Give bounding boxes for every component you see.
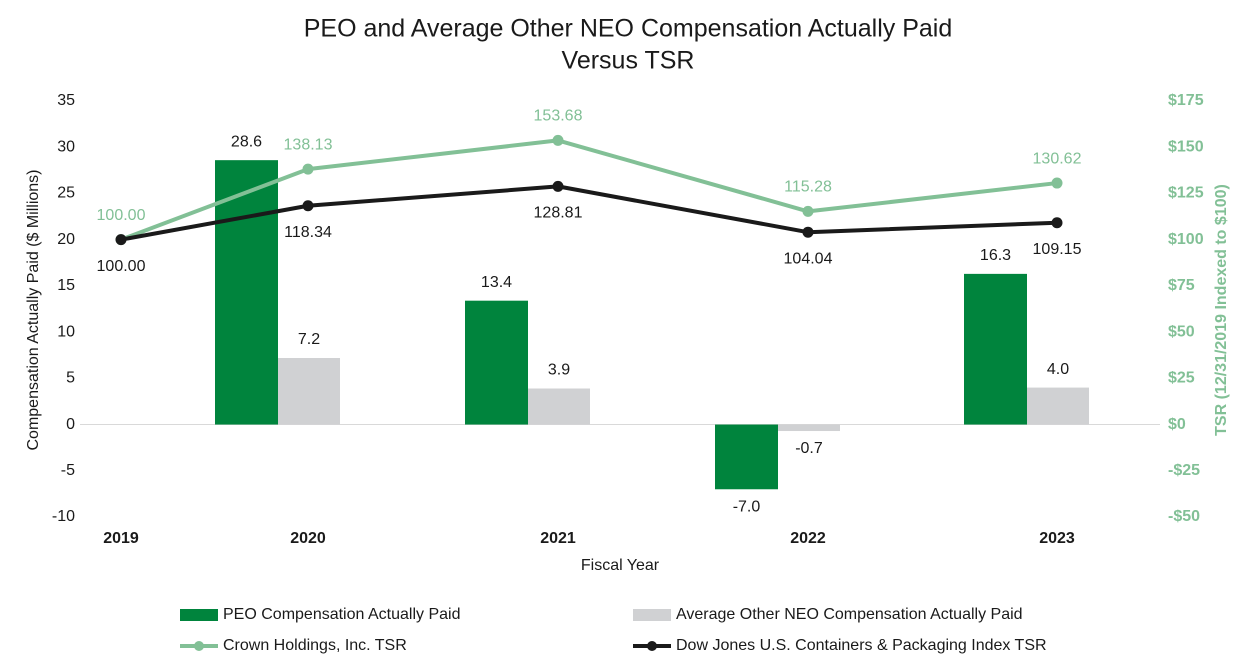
data-label: 104.04 bbox=[784, 250, 833, 267]
y2-tick-label: $100 bbox=[1168, 231, 1204, 248]
data-label: 118.34 bbox=[284, 224, 332, 241]
y-tick-label: 10 bbox=[57, 323, 75, 340]
legend-swatch bbox=[633, 609, 671, 621]
line-point bbox=[115, 234, 127, 246]
legend-swatch bbox=[647, 641, 657, 651]
y2-tick-label: $75 bbox=[1168, 277, 1195, 294]
y2-tick-label: $150 bbox=[1168, 138, 1204, 155]
data-label: 153.68 bbox=[534, 108, 583, 125]
line-point bbox=[552, 180, 564, 192]
y-tick-label: -5 bbox=[61, 462, 75, 479]
y2-tick-label: $50 bbox=[1168, 323, 1195, 340]
x-tick-label: 2020 bbox=[290, 530, 326, 547]
line-point bbox=[552, 134, 564, 146]
y-tick-label: 30 bbox=[57, 138, 75, 155]
data-label: 130.62 bbox=[1033, 150, 1082, 167]
legend-label: Crown Holdings, Inc. TSR bbox=[223, 637, 407, 654]
data-label: 109.15 bbox=[1033, 241, 1082, 258]
legend-swatch bbox=[180, 609, 218, 621]
data-label: 7.2 bbox=[298, 331, 320, 348]
bar bbox=[1027, 387, 1089, 425]
line-point bbox=[1051, 217, 1063, 229]
x-tick-label: 2022 bbox=[790, 530, 826, 547]
chart-title: PEO and Average Other NEO Compensation A… bbox=[304, 15, 953, 43]
legend-label: PEO Compensation Actually Paid bbox=[223, 606, 460, 623]
y2-tick-label: -$25 bbox=[1168, 462, 1200, 479]
x-tick-label: 2023 bbox=[1039, 530, 1075, 547]
y-tick-label: 15 bbox=[57, 277, 75, 294]
chart-title: Versus TSR bbox=[562, 47, 695, 75]
legend-swatch bbox=[194, 641, 204, 651]
data-label: 28.6 bbox=[231, 133, 262, 150]
data-label: 100.00 bbox=[97, 207, 146, 224]
y-tick-label: 20 bbox=[57, 231, 75, 248]
data-label: 3.9 bbox=[548, 362, 570, 379]
data-label: 138.13 bbox=[284, 136, 333, 153]
y2-tick-label: $125 bbox=[1168, 185, 1204, 202]
data-label: -0.7 bbox=[795, 440, 823, 457]
x-axis-title: Fiscal Year bbox=[581, 557, 660, 574]
line-point bbox=[1051, 177, 1063, 189]
y2-tick-label: -$50 bbox=[1168, 508, 1200, 525]
bar bbox=[465, 300, 528, 425]
y2-tick-label: $175 bbox=[1168, 92, 1204, 109]
y-tick-label: 0 bbox=[66, 416, 75, 433]
line-point bbox=[302, 163, 314, 175]
bar bbox=[778, 424, 840, 432]
y-tick-label: 35 bbox=[57, 92, 75, 109]
line-point bbox=[302, 200, 314, 212]
bar bbox=[528, 388, 590, 425]
x-tick-label: 2019 bbox=[103, 530, 139, 547]
line-point bbox=[802, 205, 814, 217]
y-tick-label: 5 bbox=[66, 370, 75, 387]
legend-label: Average Other NEO Compensation Actually … bbox=[676, 606, 1023, 623]
y2-tick-label: $0 bbox=[1168, 416, 1186, 433]
y-tick-label: -10 bbox=[52, 508, 75, 525]
bar bbox=[215, 160, 278, 425]
data-label: -7.0 bbox=[733, 498, 761, 515]
data-label: 115.28 bbox=[784, 179, 832, 196]
bar bbox=[715, 424, 778, 490]
data-label: 100.00 bbox=[97, 258, 146, 275]
data-label: 16.3 bbox=[980, 247, 1011, 264]
y2-tick-label: $25 bbox=[1168, 370, 1195, 387]
x-tick-label: 2021 bbox=[540, 530, 576, 547]
bar bbox=[964, 273, 1027, 425]
line-point bbox=[802, 226, 814, 238]
y-axis-title: Compensation Actually Paid ($ Millions) bbox=[25, 169, 42, 450]
y-tick-label: 25 bbox=[57, 185, 75, 202]
bar bbox=[278, 357, 340, 425]
y2-axis-title: TSR (12/31/2019 Indexed to $100) bbox=[1213, 184, 1230, 436]
data-label: 128.81 bbox=[534, 205, 583, 222]
data-label: 13.4 bbox=[481, 274, 512, 291]
data-label: 4.0 bbox=[1047, 361, 1069, 378]
legend-label: Dow Jones U.S. Containers & Packaging In… bbox=[676, 637, 1047, 654]
